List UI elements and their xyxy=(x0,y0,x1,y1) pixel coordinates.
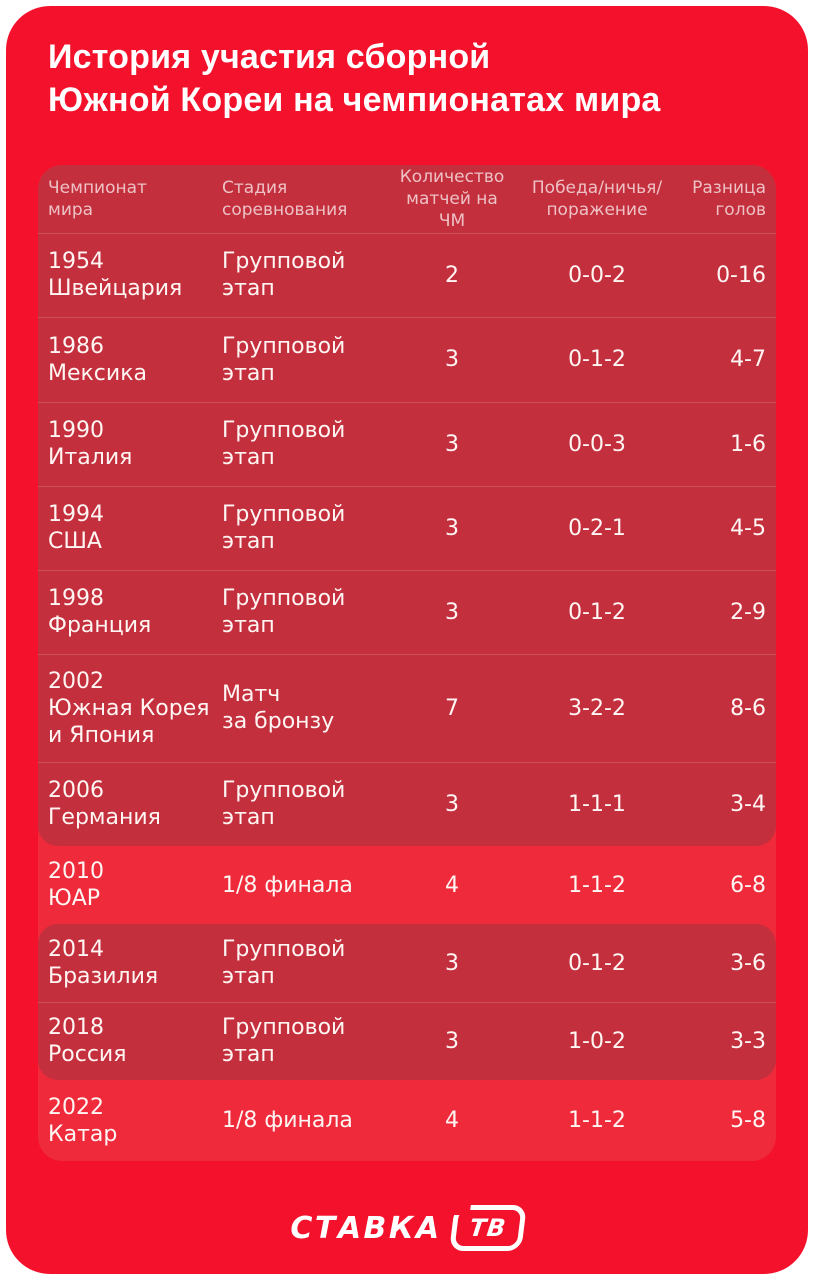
page-title: История участия сборной Южной Кореи на ч… xyxy=(48,36,661,122)
stage-cell: Групповой этап xyxy=(222,502,346,554)
wdl-cell: 0-2-1 xyxy=(568,515,626,541)
goal-diff-cell: 8-6 xyxy=(730,695,766,721)
tournament-cell: 2002 Южная Корея и Япония xyxy=(48,668,210,748)
page-title-line2: Южной Кореи на чемпионатах мира xyxy=(48,81,661,119)
matches-cell: 3 xyxy=(445,599,459,625)
table-row: 1990 Италия Групповой этап 3 0-0-3 1-6 xyxy=(38,402,776,486)
stage-cell: Групповой этап xyxy=(222,1015,346,1067)
tournament-cell: 2018 Россия xyxy=(48,1015,127,1067)
tournament-cell: 2010 ЮАР xyxy=(48,859,104,911)
stage-cell: Групповой этап xyxy=(222,937,346,989)
header-cell-tournament: Чемпионат мира xyxy=(48,178,147,220)
wdl-cell: 1-1-2 xyxy=(568,1108,626,1133)
goal-diff-cell: 6-8 xyxy=(730,872,766,898)
tournament-cell: 1954 Швейцария xyxy=(48,249,183,301)
tournament-cell: 1994 США xyxy=(48,502,104,554)
stage-cell: Групповой этап xyxy=(222,249,346,301)
matches-cell: 2 xyxy=(445,262,459,288)
wdl-cell: 3-2-2 xyxy=(568,695,626,721)
stage-cell: Матч за бронзу xyxy=(222,682,335,734)
wdl-cell: 0-1-2 xyxy=(568,599,626,625)
stage-cell: 1/8 финала xyxy=(222,872,353,898)
goal-diff-cell: 4-7 xyxy=(730,347,766,372)
wdl-cell: 0-1-2 xyxy=(568,950,626,976)
tournament-cell: 2014 Бразилия xyxy=(48,937,159,989)
goal-diff-cell: 3-3 xyxy=(730,1028,766,1054)
table-row: 2010 ЮАР 1/8 финала 4 1-1-2 6-8 xyxy=(38,846,776,924)
wdl-cell: 0-1-2 xyxy=(568,347,626,372)
matches-cell: 3 xyxy=(445,347,459,372)
matches-cell: 4 xyxy=(445,872,459,898)
goal-diff-cell: 2-9 xyxy=(730,599,766,625)
goal-diff-cell: 0-16 xyxy=(716,262,766,288)
matches-cell: 3 xyxy=(445,791,459,817)
table-row: 2014 Бразилия Групповой этап 3 0-1-2 3-6 xyxy=(38,924,776,1002)
goal-diff-cell: 3-4 xyxy=(730,791,766,817)
stage-cell: Групповой этап xyxy=(222,586,346,638)
header-cell-matches: Количество матчей на ЧМ xyxy=(399,167,505,231)
header-cell-wdl: Победа/ничья/ поражение xyxy=(531,178,663,220)
matches-cell: 3 xyxy=(445,950,459,976)
stage-cell: 1/8 финала xyxy=(222,1108,353,1133)
matches-cell: 3 xyxy=(445,431,459,457)
table-panel: Чемпионат мира Стадия соревнования Колич… xyxy=(38,165,776,1161)
table-row: 2006 Германия Групповой этап 3 1-1-1 3-4 xyxy=(38,762,776,846)
tournament-cell: 1990 Италия xyxy=(48,418,133,470)
tv-badge-icon: ТВ xyxy=(448,1203,527,1251)
table-group-bottom: 2014 Бразилия Групповой этап 3 0-1-2 3-6 2018 Ро… xyxy=(38,924,776,1080)
goal-diff-cell: 1-6 xyxy=(730,431,766,457)
table-header-row: Чемпионат мира Стадия соревнования Колич… xyxy=(38,165,776,233)
wdl-cell: 1-0-2 xyxy=(568,1028,626,1054)
table-row: 2022 Катар 1/8 финала 4 1-1-2 5-8 xyxy=(38,1080,776,1161)
badge-notch xyxy=(451,1203,471,1215)
stage-cell: Групповой этап xyxy=(222,778,346,830)
infographic-card: История участия сборной Южной Кореи на ч… xyxy=(6,6,808,1274)
header-cell-stage: Стадия соревнования xyxy=(222,178,348,220)
table-row: 1954 Швейцария Групповой этап 2 0-0-2 0-16 xyxy=(38,233,776,317)
wdl-cell: 1-1-1 xyxy=(568,791,626,817)
table-group-top: Чемпионат мира Стадия соревнования Колич… xyxy=(38,165,776,846)
tv-badge-label: ТВ xyxy=(467,1214,508,1242)
table-row: 1998 Франция Групповой этап 3 0-1-2 2-9 xyxy=(38,570,776,654)
matches-cell: 3 xyxy=(445,1028,459,1054)
matches-cell: 4 xyxy=(445,1108,459,1133)
goal-diff-cell: 3-6 xyxy=(730,950,766,976)
table-row: 2018 Россия Групповой этап 3 1-0-2 3-3 xyxy=(38,1002,776,1080)
page-title-line1: История участия сборной xyxy=(48,38,491,76)
wdl-cell: 0-0-2 xyxy=(568,262,626,288)
goal-diff-cell: 4-5 xyxy=(730,515,766,541)
wdl-cell: 1-1-2 xyxy=(568,872,626,898)
matches-cell: 3 xyxy=(445,515,459,541)
tournament-cell: 2006 Германия xyxy=(48,778,161,830)
stage-cell: Групповой этап xyxy=(222,333,346,386)
stage-cell: Групповой этап xyxy=(222,418,346,470)
matches-cell: 7 xyxy=(445,695,459,721)
logo-text: СТАВКА xyxy=(290,1210,442,1246)
tournament-cell: 1998 Франция xyxy=(48,586,152,638)
table-row: 2002 Южная Корея и Япония Матч за бронзу 7 3-2… xyxy=(38,654,776,762)
goal-diff-cell: 5-8 xyxy=(730,1108,766,1133)
stavka-tv-logo: СТАВКА ТВ xyxy=(6,1202,808,1254)
header-cell-goal-diff: Разница голов xyxy=(692,178,766,220)
wdl-cell: 0-0-3 xyxy=(568,431,626,457)
tournament-cell: 1986 Мексика xyxy=(48,333,147,386)
table-row: 1986 Мексика Групповой этап 3 0-1-2 4-7 xyxy=(38,317,776,402)
table-row: 1994 США Групповой этап 3 0-2-1 4-5 xyxy=(38,486,776,570)
tournament-cell: 2022 Катар xyxy=(48,1094,118,1147)
